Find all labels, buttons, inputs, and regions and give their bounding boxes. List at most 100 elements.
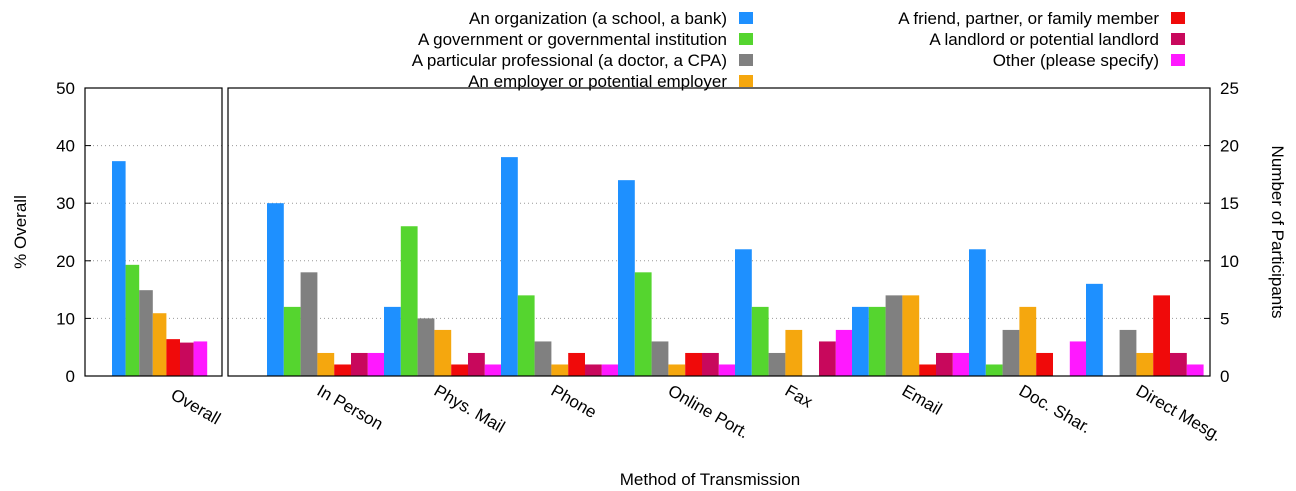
bar-online-port--1 [618,180,635,376]
bar-fax-7 [835,329,853,376]
category-label: Phys. Mail [431,381,508,437]
bar-fax-3 [768,352,786,376]
bar-email-1 [852,306,869,376]
left-tick-label: 10 [56,309,75,328]
category-label: Phone [548,381,600,422]
bar-phys-mail-1 [384,306,401,376]
legend-swatch-4 [739,75,753,87]
bar-email-6 [936,352,953,376]
bar-overall-6 [180,342,194,376]
bar-doc-shar--1 [969,249,986,376]
bar-phys-mail-4 [434,329,452,376]
left-tick-label: 0 [66,367,75,386]
bar-phone-1 [501,157,518,376]
bar-in-person-7 [367,352,385,376]
bar-in-person-5 [334,364,351,376]
bar-in-person-6 [351,352,368,376]
legend-label-6: A landlord or potential landlord [929,30,1159,49]
bar-online-port--3 [651,341,669,376]
bar-doc-shar--2 [985,364,1003,376]
category-label: Fax [782,381,816,412]
right-tick-label: 5 [1220,309,1229,328]
bar-online-port--7 [718,364,736,376]
category-label: Doc. Shar. [1016,381,1094,437]
left-axis-title: % Overall [11,195,30,269]
right-tick-label: 10 [1220,252,1239,271]
legend-swatch-5 [1171,12,1185,24]
bar-email-3 [885,295,903,376]
bar-phys-mail-5 [451,364,468,376]
bar-phone-2 [517,295,535,376]
participants-panel-frame [227,87,1211,377]
legend-swatch-2 [739,33,753,45]
left-tick-label: 30 [56,194,75,213]
legend-label-5: A friend, partner, or family member [898,9,1159,28]
left-tick-label: 20 [56,252,75,271]
bar-in-person-2 [283,306,301,376]
bar-in-person-1 [267,203,284,376]
bar-phys-mail-3 [417,318,435,376]
bar-overall-1 [112,161,126,376]
bar-email-7 [952,352,970,376]
category-label-overall: Overall [168,385,224,428]
legend-label-7: Other (please specify) [993,51,1159,70]
bars: Overall In Person Phys. Mail Phone Online Po… [112,157,1225,445]
bar-direct-mesg--6 [1170,352,1187,376]
left-tick-label: 50 [56,79,75,98]
overall-panel-frame [84,87,223,377]
x-axis-title: Method of Transmission [620,470,800,489]
bar-email-4 [902,295,920,376]
bar-fax-4 [785,329,803,376]
bar-online-port--4 [668,364,686,376]
bar-online-port--2 [634,272,652,376]
right-tick-label: 0 [1220,367,1229,386]
right-axis-title: Number of Participants [1268,146,1287,319]
right-tick-label: 20 [1220,137,1239,156]
legend-swatch-7 [1171,54,1185,66]
bar-direct-mesg--4 [1136,352,1154,376]
bar-overall-7 [193,341,208,376]
bar-direct-mesg--7 [1186,364,1204,376]
legend-label-4: An employer or potential employer [468,72,727,91]
legend-swatch-6 [1171,33,1185,45]
bar-phys-mail-2 [400,226,418,376]
bar-phone-5 [568,352,585,376]
legend: An organization (a school, a bank) A gove… [412,9,1185,91]
bar-overall-4 [152,313,167,376]
bar-fax-6 [819,341,836,376]
bar-in-person-4 [317,352,335,376]
bar-phone-3 [534,341,552,376]
left-tick-label: 40 [56,137,75,156]
legend-label-1: An organization (a school, a bank) [469,9,727,28]
bar-phone-6 [585,364,602,376]
bar-overall-5 [166,339,180,376]
axis-ticks: 0 10 20 30 40 50 0 5 10 15 20 25 [56,79,1239,386]
bar-doc-shar--3 [1002,329,1020,376]
bar-direct-mesg--3 [1119,329,1137,376]
right-tick-label: 15 [1220,194,1239,213]
bar-overall-2 [125,264,140,376]
bar-doc-shar--4 [1019,306,1037,376]
category-label: Direct Mesg. [1133,381,1225,445]
bar-doc-shar--7 [1069,341,1087,376]
bar-email-2 [868,306,886,376]
category-label: In Person [314,381,387,434]
bar-in-person-3 [300,272,318,376]
right-tick-label: 25 [1220,79,1239,98]
bar-phone-4 [551,364,569,376]
legend-swatch-1 [739,12,753,24]
bar-email-5 [919,364,936,376]
bar-phys-mail-7 [484,364,502,376]
bar-doc-shar--5 [1036,352,1053,376]
legend-label-2: A government or governmental institution [418,30,727,49]
category-label: Email [899,381,945,419]
category-label: Online Port. [665,381,752,442]
legend-swatch-3 [739,54,753,66]
bar-fax-2 [751,306,769,376]
bar-direct-mesg--1 [1086,283,1103,376]
bar-online-port--5 [685,352,702,376]
bar-phone-7 [601,364,619,376]
legend-label-3: A particular professional (a doctor, a C… [412,51,727,70]
bar-overall-3 [139,290,153,376]
